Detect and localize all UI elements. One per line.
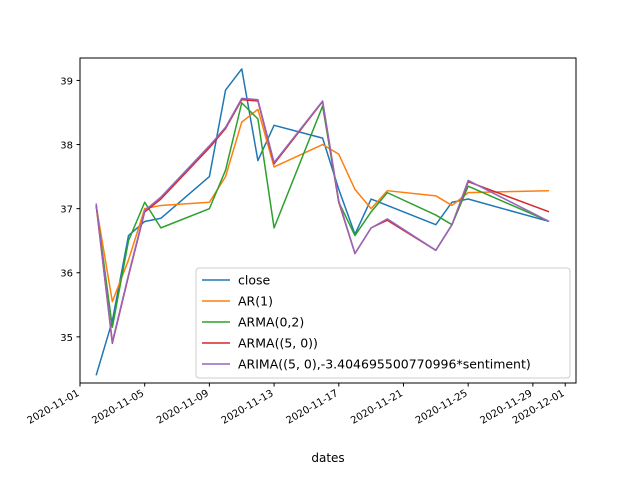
x-tick-label: 2020-11-21 [349,388,405,427]
series-line-0 [95,68,550,376]
x-tick-label: 2020-11-05 [90,388,146,427]
x-tick-label: 2020-11-13 [220,388,276,427]
y-tick-label: 38 [60,141,73,152]
y-tick-label: 39 [60,76,73,87]
legend-label: close [238,273,271,288]
y-tick-label: 35 [60,333,73,344]
x-axis-label: dates [311,451,344,465]
series-line-4 [95,97,550,343]
x-tick-label: 2020-11-17 [284,388,340,427]
series-line-2 [95,102,550,328]
x-tick-label: 2020-11-25 [414,388,470,427]
legend-box [195,267,571,379]
x-tick-label: 2020-11-09 [155,388,211,427]
y-tick-label: 36 [60,269,73,280]
x-axis: 2020-11-01 2020-11-05 2020-11-09 2020-11-13… [26,383,567,427]
plot-frame [79,57,577,384]
series-line-1 [95,108,550,303]
legend-label: ARMA(0,2) [238,315,304,330]
y-axis: 35 36 37 38 39 [60,76,80,344]
plot-lines [95,68,550,376]
legend-label: ARIMA((5, 0),-3.404695500770996*sentimen… [238,357,531,372]
legend-label: ARMA((5, 0)) [238,336,318,351]
legend-label: AR(1) [238,294,273,309]
legend: close AR(1) ARMA(0,2) ARMA((5, 0)) ARIMA((5,… [195,267,571,379]
x-tick-label: 2020-11-01 [26,388,82,427]
y-tick-label: 37 [60,205,73,216]
